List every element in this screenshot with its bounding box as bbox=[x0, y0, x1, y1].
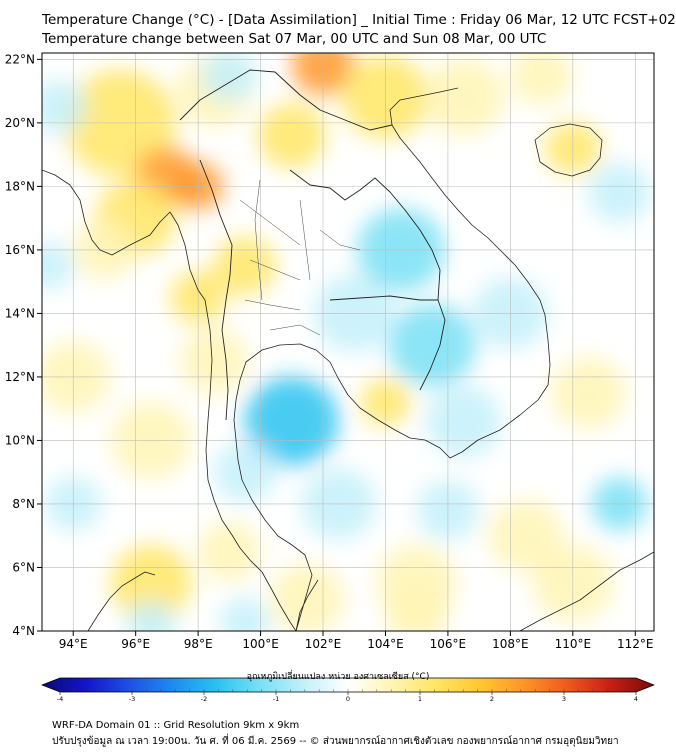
lon-tick-label: 106°E bbox=[430, 637, 467, 651]
colorbar: -4 -3 -2 -1 0 1 2 3 4 bbox=[41, 677, 655, 703]
colorbar-title: อุณหภูมิเปลี่ยนแปลง หน่วย องศาเซลเซียส (… bbox=[246, 672, 430, 682]
field-cell-18 bbox=[388, 303, 477, 387]
coastline-andaman bbox=[204, 299, 297, 631]
temperature-field bbox=[42, 53, 651, 631]
lat-tick-label: 8°N bbox=[12, 497, 35, 511]
lat-tick-label: 6°N bbox=[12, 560, 35, 574]
colorbar-tick-label: -2 bbox=[201, 695, 207, 703]
lon-tick-label: 96°E bbox=[121, 637, 150, 651]
colorbar-tick-label: 2 bbox=[490, 695, 494, 703]
field-cell-39 bbox=[550, 357, 626, 429]
lat-tick-label: 18°N bbox=[5, 179, 35, 193]
colorbar-tick-label: -1 bbox=[273, 695, 279, 703]
graticule bbox=[42, 53, 654, 631]
field-cell-23 bbox=[213, 442, 277, 502]
colorbar-tick-label: 1 bbox=[418, 695, 422, 703]
axis-frame bbox=[41, 52, 655, 632]
field-cell-32 bbox=[198, 521, 261, 582]
field-cell-38 bbox=[488, 500, 564, 572]
colorbar-tick-label: 4 bbox=[634, 695, 638, 703]
lat-tick-label: 16°N bbox=[5, 243, 35, 257]
border-thai-provinces bbox=[239, 179, 361, 336]
lon-tick-label: 98°E bbox=[184, 637, 213, 651]
field-cell-21 bbox=[244, 376, 339, 466]
map-subtitle: Temperature change between Sat 07 Mar, 0… bbox=[42, 31, 547, 47]
coastline-gulf-thailand bbox=[233, 343, 426, 631]
footer-model-info: WRF-DA Domain 01 :: Grid Resolution 9km … bbox=[52, 720, 300, 731]
colorbar-tick-label: 3 bbox=[562, 695, 566, 703]
field-cell-19 bbox=[426, 385, 501, 457]
lon-tick-label: 94°E bbox=[59, 637, 88, 651]
colorbar-ticks: -4 -3 -2 -1 0 1 2 3 4 bbox=[57, 689, 638, 703]
footer-credit: ปรับปรุงข้อมูล ณ เวลา 19:00น. วัน ศ. ที่… bbox=[52, 736, 619, 747]
field-cell-12 bbox=[588, 163, 651, 223]
field-cell-13 bbox=[42, 80, 86, 134]
lon-tick-label: 104°E bbox=[367, 637, 404, 651]
colorbar-tick-label: 0 bbox=[346, 695, 350, 703]
lon-tick-label: 100°E bbox=[242, 637, 279, 651]
field-cell-14 bbox=[201, 53, 258, 102]
lat-tick-label: 22°N bbox=[5, 52, 35, 66]
border-myanmar-thailand bbox=[199, 159, 233, 421]
field-cell-34 bbox=[219, 597, 270, 631]
lon-tick-label: 112°E bbox=[617, 637, 654, 651]
lat-tick-label: 12°N bbox=[5, 370, 35, 384]
map-title: Temperature Change (°C) - [Data Assimila… bbox=[42, 12, 676, 28]
coastline-malay-east bbox=[295, 579, 319, 631]
axis-ticks: 94°E 96°E 98°E 100°E 102°E 104°E 106°E 108°E 110… bbox=[5, 52, 654, 651]
colorbar-tick-label: -4 bbox=[57, 695, 63, 703]
lat-tick-label: 14°N bbox=[5, 306, 35, 320]
colorbar-tick-label: -3 bbox=[129, 695, 135, 703]
field-blobs bbox=[42, 53, 651, 631]
coastline-sumatra bbox=[87, 571, 156, 631]
field-cell-26 bbox=[179, 328, 249, 394]
border-china bbox=[179, 69, 393, 131]
border-cambodia bbox=[329, 295, 446, 391]
field-cell-8 bbox=[257, 102, 327, 169]
field-cell-31 bbox=[110, 544, 192, 622]
lon-tick-label: 108°E bbox=[492, 637, 529, 651]
coastline-vietnam-south bbox=[389, 87, 551, 459]
border-laos bbox=[289, 169, 441, 301]
lon-tick-label: 110°E bbox=[555, 637, 592, 651]
field-cell-35 bbox=[269, 563, 345, 631]
field-cell-42 bbox=[385, 585, 448, 631]
lat-tick-label: 20°N bbox=[5, 116, 35, 130]
coastline-borneo bbox=[519, 551, 654, 631]
lat-tick-label: 4°N bbox=[12, 624, 35, 638]
lat-tick-label: 10°N bbox=[5, 433, 35, 447]
coastline-hainan bbox=[534, 123, 603, 177]
plot-area: 94°E 96°E 98°E 100°E 102°E 104°E 106°E 108°E 110… bbox=[5, 52, 655, 651]
coastline-myanmar-west bbox=[42, 169, 206, 301]
field-cell-9 bbox=[422, 58, 505, 137]
field-cell-11 bbox=[510, 53, 573, 105]
field-cell-33 bbox=[126, 600, 177, 631]
field-cell-15 bbox=[42, 242, 74, 290]
lon-tick-label: 102°E bbox=[305, 637, 342, 651]
coastlines-borders bbox=[42, 69, 654, 631]
